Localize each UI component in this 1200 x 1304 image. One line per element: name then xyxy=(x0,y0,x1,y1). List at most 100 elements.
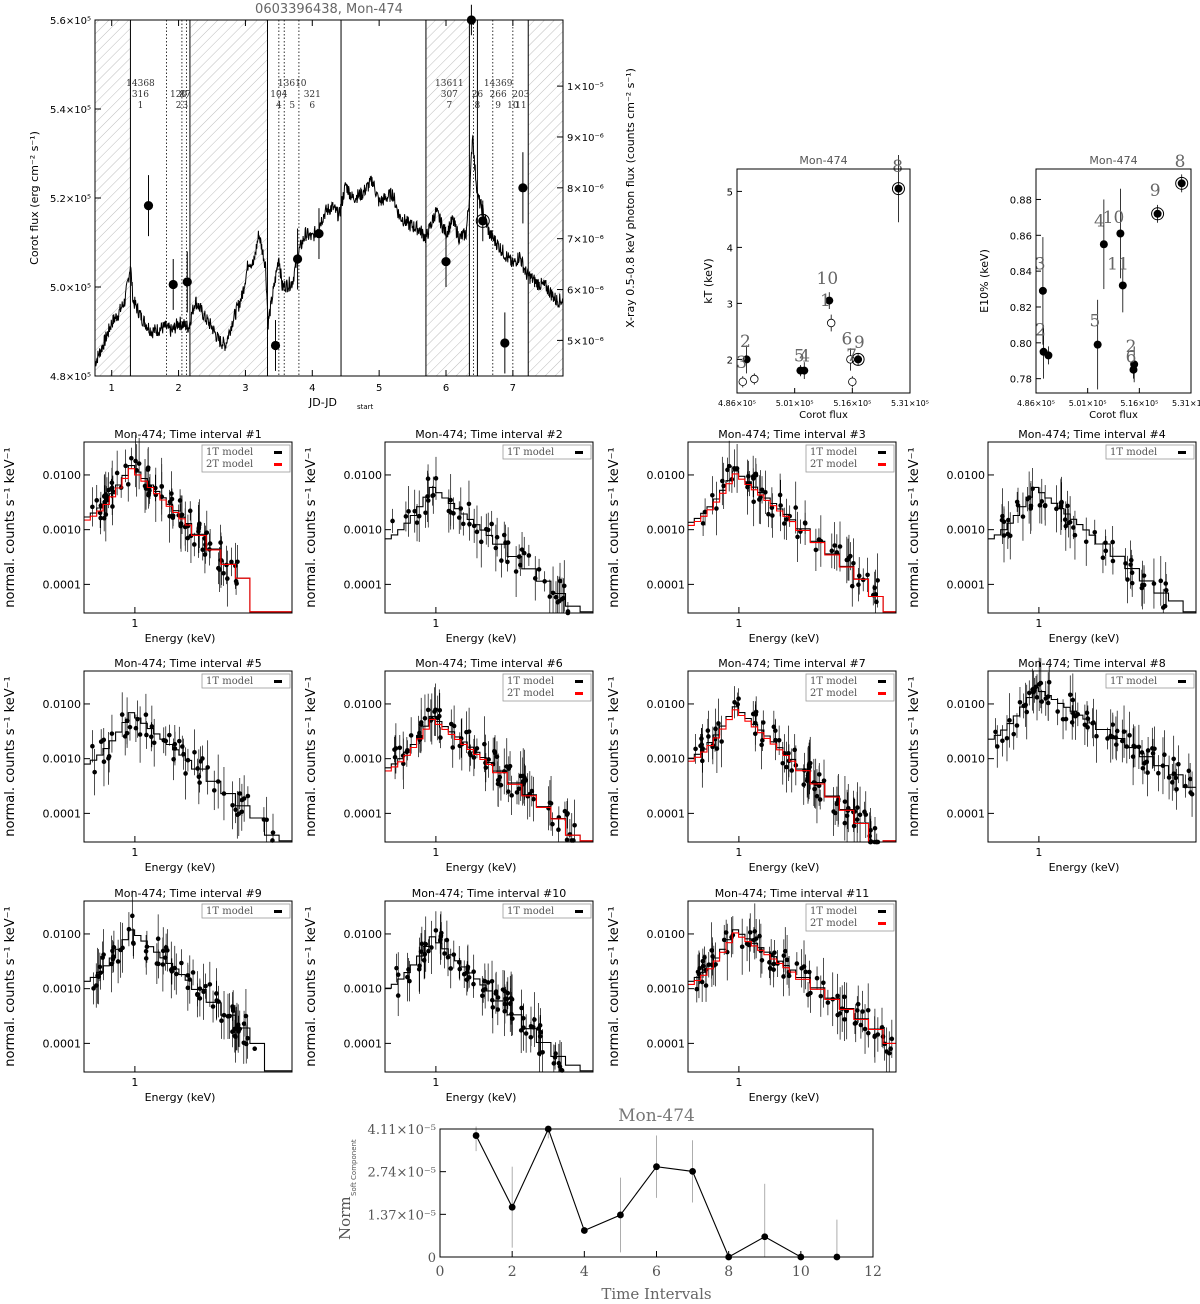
legend-1t-swatch xyxy=(575,680,583,683)
spectrum-point xyxy=(197,521,202,526)
spectrum-point xyxy=(760,738,765,743)
spectrum-point xyxy=(1156,770,1161,776)
spectrum-point xyxy=(699,736,704,741)
spectrum-point xyxy=(1037,503,1043,508)
spectrum-point xyxy=(403,514,409,519)
spectrum-point xyxy=(1004,735,1010,741)
spectrum-point xyxy=(495,781,501,787)
spectrum-point xyxy=(192,750,197,755)
spectrum-point xyxy=(784,957,790,963)
spectrum-point xyxy=(1032,688,1037,693)
x-axis-label: Energy (keV) xyxy=(1049,861,1120,874)
spectrum-point xyxy=(245,793,251,799)
spectrum-point xyxy=(148,734,154,740)
xray-point xyxy=(270,340,281,351)
y-tick-label: 2.74×10⁻⁵ xyxy=(368,1166,436,1181)
spectrum-point xyxy=(858,1022,864,1028)
spectrum-point xyxy=(1162,603,1168,609)
spectrum-point xyxy=(159,483,164,489)
spectrum-point xyxy=(700,521,706,526)
spectrum-point xyxy=(555,599,560,605)
spectrum-point xyxy=(842,799,848,804)
spectrum-title: Mon-474; Time interval #4 xyxy=(1018,428,1165,441)
spectrum-point xyxy=(502,1008,507,1014)
scatter-point-open xyxy=(750,374,759,384)
interval-label-bot: 3 xyxy=(182,101,188,111)
spectrum-point xyxy=(485,980,491,985)
spectrum-point xyxy=(467,521,472,527)
x-tick-label: 5.31×10⁵ xyxy=(891,399,929,408)
spectrum-point xyxy=(197,780,202,785)
x-tick-label: 1 xyxy=(735,1076,742,1089)
interval-label-bot: 7 xyxy=(446,101,452,111)
spectrum-point xyxy=(1150,746,1155,751)
y-tick-label: 0.0001 xyxy=(344,1037,383,1050)
scatter-point-ring xyxy=(1151,207,1165,221)
xray-point xyxy=(478,216,488,226)
spectrum-point xyxy=(805,771,811,776)
spectrum-point xyxy=(807,969,812,975)
spectrum-point xyxy=(438,735,443,740)
spectrum-point xyxy=(243,1013,249,1019)
y-tick-label: 0.0010 xyxy=(43,524,82,537)
spectrum-point xyxy=(766,511,771,517)
spectrum-point xyxy=(96,974,101,979)
spectrum-point xyxy=(1084,710,1090,716)
y2-tick-label: 6×10⁻⁶ xyxy=(567,286,604,297)
spectrum-point xyxy=(695,969,701,975)
xray-point xyxy=(518,183,528,193)
spectrum-point xyxy=(705,728,711,733)
spectrum-point xyxy=(177,738,182,744)
x-axis-label: Energy (keV) xyxy=(446,1091,517,1104)
spectrum-point xyxy=(1006,517,1011,523)
y-tick-label: 0.0010 xyxy=(647,753,686,766)
spectrum-point xyxy=(537,1034,543,1039)
spectrum-point xyxy=(565,811,570,816)
spectrum-point xyxy=(101,737,107,743)
model-2t-curve xyxy=(688,473,896,613)
spectrum-point xyxy=(694,986,700,992)
spectrum-point xyxy=(416,966,422,972)
interval-label-bot: 5 xyxy=(289,101,295,111)
spectrum-point xyxy=(106,756,111,761)
legend-1t-label: 1T model xyxy=(1110,676,1157,687)
spectrum-point xyxy=(195,991,200,997)
scatter-point-open xyxy=(848,377,857,386)
spectrum-point xyxy=(221,570,226,576)
y-axis-label: normal. counts s⁻¹ keV⁻¹ xyxy=(607,447,622,607)
point-label: 5 xyxy=(794,347,805,367)
spectrum-point xyxy=(1011,731,1017,737)
x-tick-label: 1 xyxy=(432,846,439,859)
norm-point xyxy=(472,1132,480,1139)
spectrum-point xyxy=(513,569,519,574)
legend-1t-swatch xyxy=(878,451,886,454)
spectrum-point xyxy=(421,958,427,963)
model-1t-curve xyxy=(385,936,593,1072)
norm-point xyxy=(617,1211,624,1219)
spectrum-point xyxy=(862,1026,868,1032)
spectrum-point xyxy=(419,941,425,947)
y-tick-label: 0.0010 xyxy=(647,983,686,996)
x-tick-label: 1 xyxy=(1035,617,1042,630)
spectrum-point xyxy=(425,707,431,713)
spectrum-panel: 0.0001 0.0010 0.0100 1 Mon-474; Time interva… xyxy=(304,657,594,874)
y-tick-label: 0.0001 xyxy=(947,807,986,820)
spectrum-point xyxy=(1158,578,1164,584)
spectrum-point xyxy=(395,972,401,978)
chart-title: Mon-474 xyxy=(799,154,847,167)
norm-soft-panel: 0 2 4 6 8 10 12 0 1.37×10⁻⁵ 2.74×10⁻⁵ 4.11×10⁻⁵ Mon… xyxy=(336,1106,882,1303)
spectrum-point xyxy=(1039,499,1045,504)
spectrum-point xyxy=(837,544,843,549)
spectrum-point xyxy=(1034,695,1040,700)
model-1t-curve xyxy=(385,486,593,613)
spectrum-point xyxy=(889,1036,895,1042)
spectrum-title: Mon-474; Time interval #6 xyxy=(415,657,562,670)
spectrum-point xyxy=(557,578,563,584)
spectrum-point xyxy=(857,812,863,818)
legend-2t-swatch xyxy=(274,463,282,466)
spectrum-point xyxy=(849,583,855,589)
legend-2t-swatch xyxy=(878,922,886,925)
point-label: 2 xyxy=(740,332,751,352)
legend-2t-label: 2T model xyxy=(810,459,857,470)
legend-2t-swatch xyxy=(878,463,886,466)
